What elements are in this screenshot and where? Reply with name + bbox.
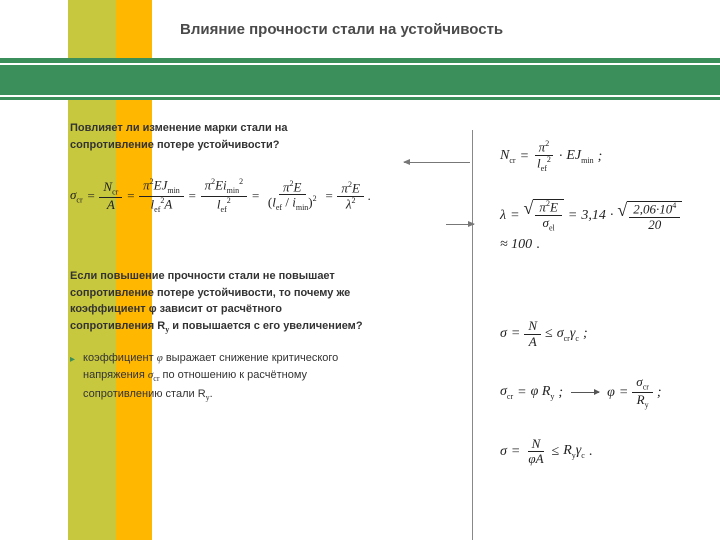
eq-sigma-na: σ = N A ≤ σcrγc ; <box>500 319 710 349</box>
q1-line2: сопротивление потере устойчивости? <box>70 139 279 151</box>
eq-sigmacr-phiry: σcr = φ Ry ; φ = σcr Ry ; <box>500 375 710 411</box>
bullet-answer: ▸ коэффициент φ выражает снижение критич… <box>70 350 435 404</box>
arrow-left-icon <box>404 162 470 163</box>
q2-l4a: сопротивления R <box>70 320 165 332</box>
eq-ncr: Ncr = π2 lef2 · EJmin ; <box>500 140 710 173</box>
arrow-right-icon <box>446 224 474 225</box>
green-band-bottom-line <box>0 95 720 97</box>
bullet-icon: ▸ <box>70 352 75 404</box>
eq-lambda: λ = √ π2E σel = 3,14· √ 2,06·104 20 ≈ 10… <box>500 199 710 253</box>
page-title: Влияние прочности стали на устойчивость <box>180 21 503 38</box>
q1-line1: Повлияет ли изменение марки стали на <box>70 122 288 134</box>
header: Влияние прочности стали на устойчивость <box>152 0 720 58</box>
q2-l4b: и повышается с его увеличением? <box>169 320 362 332</box>
question-2: Если повышение прочности стали не повыша… <box>70 268 440 336</box>
green-band-top-line <box>0 63 720 65</box>
right-column: Ncr = π2 lef2 · EJmin ; λ = √ π2E σel = … <box>500 140 710 492</box>
arrow-right-icon <box>571 392 599 393</box>
q2-l2: сопротивление потере устойчивости, то по… <box>70 287 350 299</box>
eq-sigma-final: σ = N φA ≤ Ryγc . <box>500 437 710 467</box>
q2-l3: коэффициент φ зависит от расчётного <box>70 303 282 315</box>
equation-sigma-cr: σcr = Ncr A = π2EJmin lef2A = π2Eimin2 l… <box>70 178 440 214</box>
vertical-divider <box>472 130 473 540</box>
q2-l1: Если повышение прочности стали не повыша… <box>70 270 335 282</box>
content: Повлияет ли изменение марки стали на соп… <box>70 120 700 520</box>
